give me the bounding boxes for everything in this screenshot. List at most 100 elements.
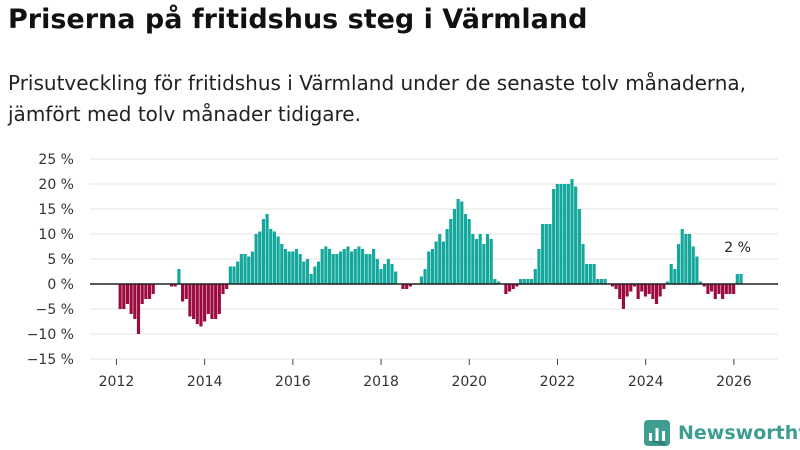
data-bar: [728, 284, 732, 294]
data-bar: [368, 254, 372, 284]
data-bar: [327, 249, 332, 284]
data-bar: [629, 284, 633, 292]
data-bar: [504, 284, 508, 294]
data-bar: [739, 274, 743, 284]
data-bar: [710, 284, 714, 292]
data-bar: [695, 256, 699, 284]
data-bar: [221, 284, 225, 294]
y-tick-label: −5 %: [36, 302, 74, 318]
y-tick-label: −15 %: [27, 352, 74, 368]
data-bar: [390, 264, 394, 284]
data-bar: [676, 244, 681, 284]
data-bar: [258, 231, 262, 284]
data-bar: [379, 269, 383, 284]
data-bar: [269, 229, 273, 284]
data-bar: [658, 284, 662, 297]
data-bar: [640, 284, 644, 292]
y-tick-label: −10 %: [27, 327, 74, 343]
data-bar: [331, 254, 335, 284]
data-bar: [173, 284, 177, 287]
data-bar: [247, 256, 251, 284]
x-tick-label: 2024: [628, 374, 664, 390]
data-bar: [596, 279, 600, 284]
data-bar: [662, 284, 666, 289]
data-bar: [353, 249, 357, 284]
data-bar: [544, 224, 548, 284]
data-bar: [493, 279, 497, 284]
data-bar: [140, 284, 144, 304]
data-bar: [518, 279, 523, 284]
data-bar: [621, 284, 626, 309]
data-bar: [548, 224, 552, 284]
data-bar: [305, 259, 310, 284]
data-bar: [280, 244, 284, 284]
data-bar: [614, 284, 618, 289]
data-bar: [721, 284, 725, 299]
data-bar: [669, 264, 673, 284]
data-bar: [691, 246, 695, 284]
data-bar: [445, 229, 449, 284]
data-bar: [559, 184, 563, 284]
data-bar: [133, 284, 137, 319]
data-bar: [673, 269, 677, 284]
data-bar: [147, 284, 152, 299]
data-bar: [438, 234, 442, 284]
axes: −15 % −10 % −5 % 0 % 5 % 10 % 15 % 20 % 25 % 2012…: [27, 152, 778, 390]
data-bar: [585, 264, 589, 284]
data-bar: [592, 264, 596, 284]
x-tick-label: 2014: [187, 374, 223, 390]
data-bar: [313, 266, 317, 284]
data-bar: [118, 284, 122, 309]
data-bar: [195, 284, 199, 324]
data-bar: [515, 284, 519, 287]
data-bar: [169, 284, 174, 287]
x-tick-label: 2016: [275, 374, 311, 390]
data-bar: [375, 259, 379, 284]
data-bar: [654, 284, 659, 304]
data-bar: [184, 284, 188, 299]
data-bar: [203, 284, 207, 322]
data-bar: [452, 209, 457, 284]
data-bar: [467, 219, 471, 284]
x-tick-label: 2018: [363, 374, 399, 390]
data-bar: [338, 251, 343, 284]
data-bar: [232, 266, 236, 284]
data-bar: [643, 284, 648, 297]
data-bar: [125, 284, 130, 304]
data-bar: [239, 254, 243, 284]
data-bar: [478, 234, 482, 284]
y-tick-label: 10 %: [38, 227, 74, 243]
data-bar: [309, 274, 313, 284]
data-bar: [603, 279, 607, 284]
data-bar: [144, 284, 148, 299]
data-bar: [122, 284, 126, 309]
chart-title: Priserna på fritidshus steg i Värmland: [8, 4, 588, 35]
data-bar: [732, 284, 736, 294]
data-bar: [555, 184, 559, 284]
annotations: 2 %: [724, 240, 751, 256]
data-bar: [361, 249, 365, 284]
data-bar: [250, 251, 254, 284]
data-bar: [177, 269, 181, 284]
data-bar: [651, 284, 655, 299]
data-bar: [581, 244, 585, 284]
data-bar: [320, 249, 324, 284]
x-tick-label: 2022: [540, 374, 576, 390]
bars: [118, 179, 743, 334]
gridlines: [90, 158, 778, 360]
newsworthy-logo-icon: [644, 420, 670, 446]
data-bar: [287, 251, 291, 284]
data-bar: [254, 234, 258, 284]
y-tick-label: 20 %: [38, 177, 74, 193]
data-bar: [408, 284, 412, 287]
data-bar: [265, 214, 269, 284]
data-bar: [364, 254, 368, 284]
data-bar: [724, 284, 728, 294]
data-bar: [434, 241, 438, 284]
data-bar: [702, 284, 706, 287]
data-bar: [394, 271, 398, 284]
data-bar: [687, 234, 692, 284]
data-bar: [460, 201, 464, 284]
data-bar: [541, 224, 545, 284]
data-bar: [463, 214, 468, 284]
